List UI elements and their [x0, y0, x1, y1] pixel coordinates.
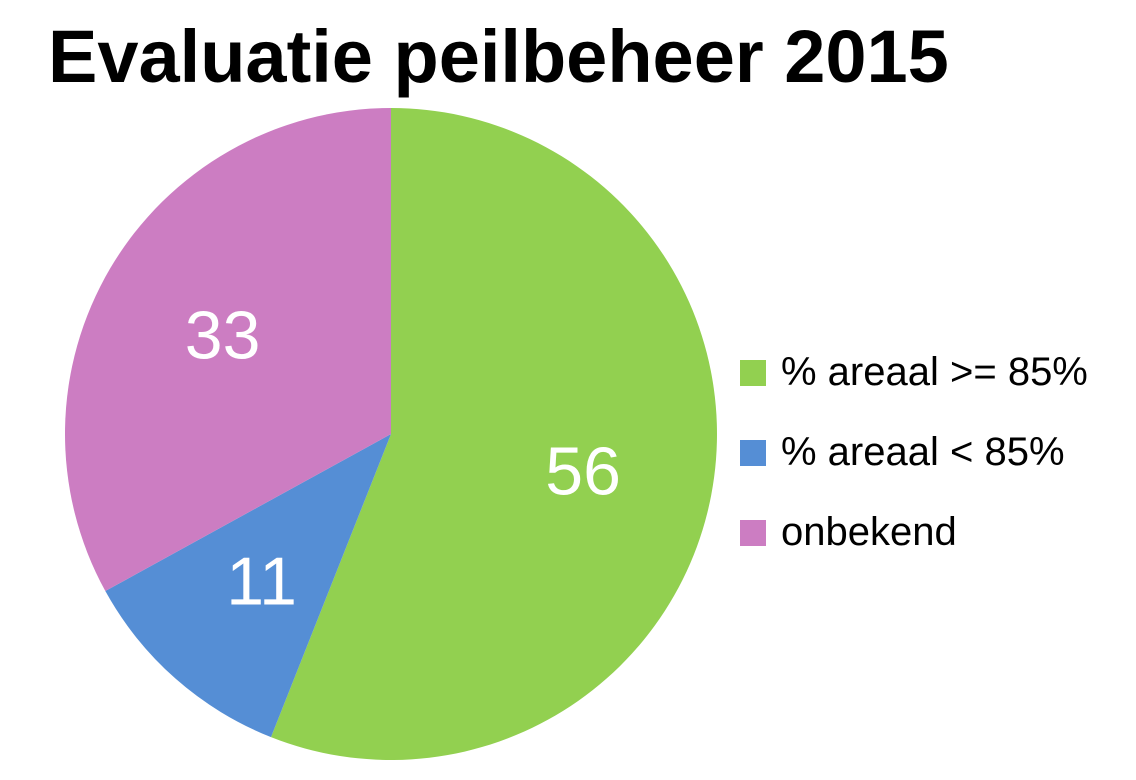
legend-label-areaal-85: % areaal < 85% [781, 430, 1065, 474]
pie-slice-areaal-85 [270, 108, 717, 760]
data-label-areaal-85: 56 [545, 434, 621, 510]
legend-swatch-areaal-85 [740, 360, 766, 386]
pie-slice-onbekend [64, 108, 391, 592]
legend-swatch-areaal-85 [740, 440, 766, 466]
data-label-areaal-85: 11 [226, 544, 297, 620]
pie-slices [64, 108, 717, 760]
pie-slice-areaal-85 [105, 434, 391, 738]
legend-label-onbekend: onbekend [781, 510, 957, 554]
slice-labels: 56 11 33 [185, 297, 621, 619]
legend: % areaal >= 85% % areaal < 85% onbekend [740, 350, 1088, 554]
legend-swatch-onbekend [740, 520, 766, 546]
data-label-onbekend: 33 [185, 297, 261, 373]
chart-title: Evaluatie peilbeheer 2015 [48, 15, 949, 98]
legend-label-areaal-85: % areaal >= 85% [781, 350, 1088, 394]
